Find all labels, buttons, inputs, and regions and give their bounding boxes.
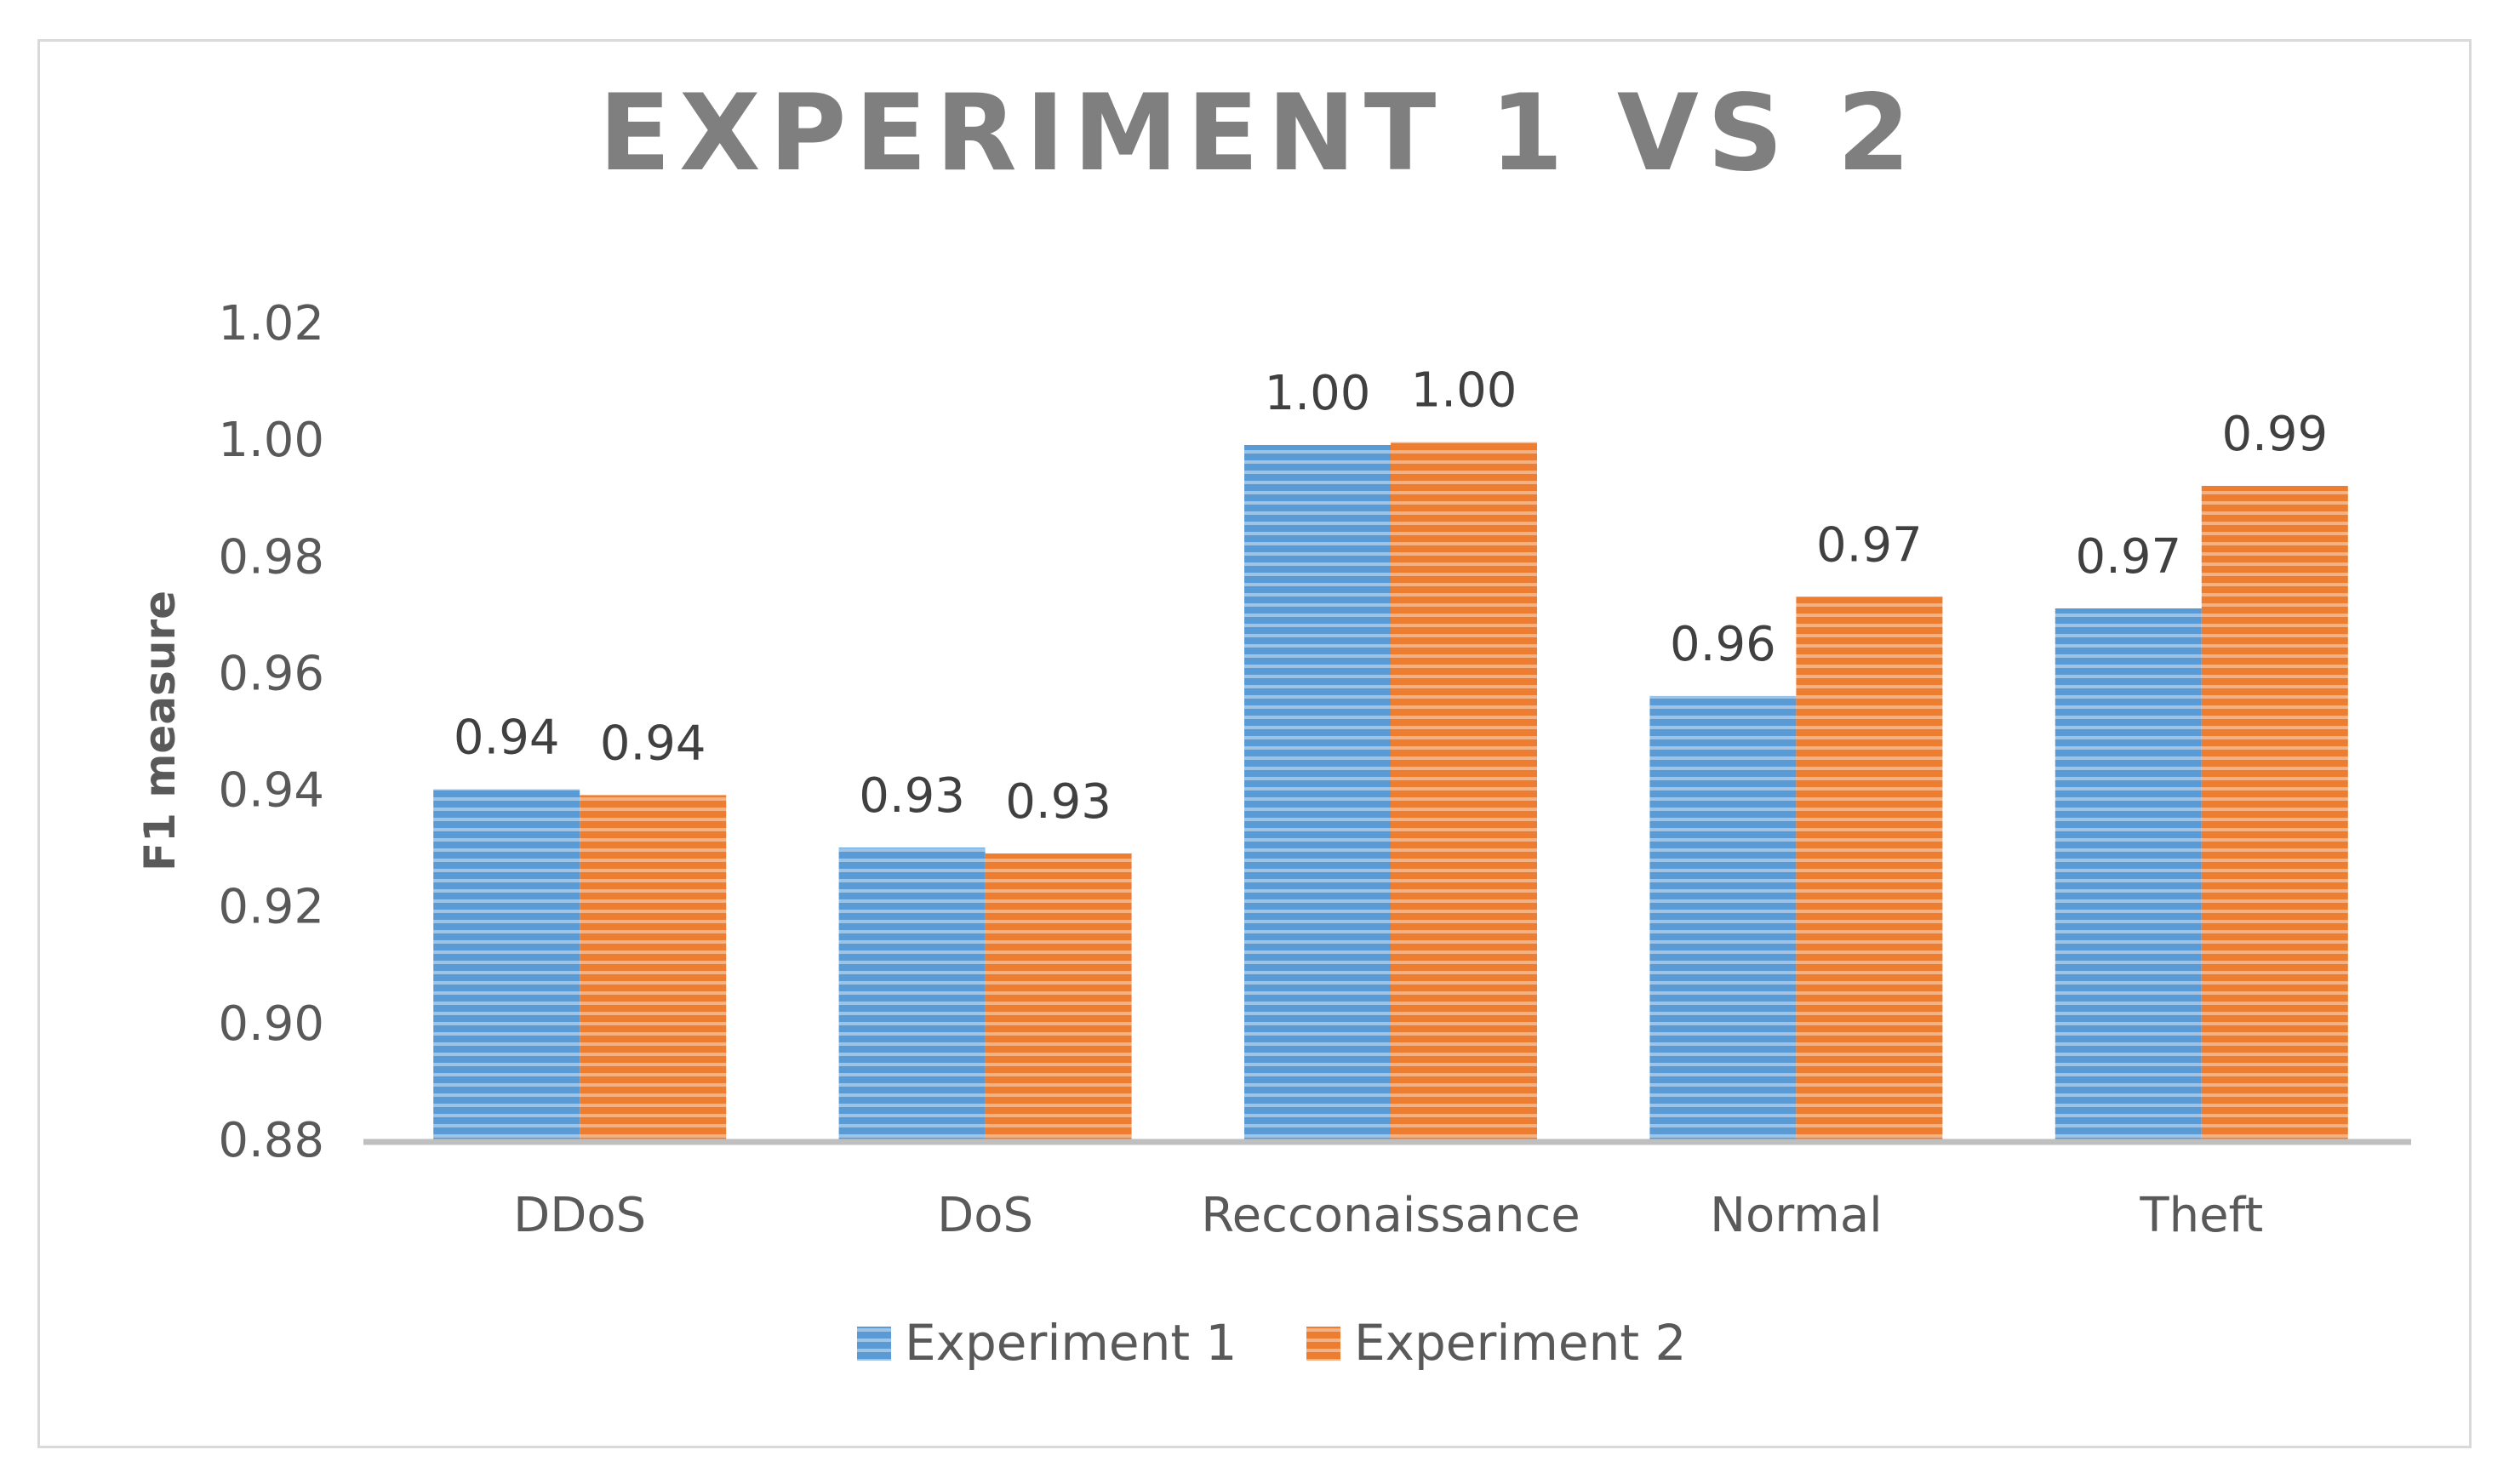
legend: Experiment 1 Experiment 2 — [857, 1314, 1686, 1372]
bar-theft-series-1 — [2055, 608, 2202, 1139]
x-axis: DDoS DoS Recconaissance Normal Theft — [513, 1188, 2263, 1243]
y-tick-label: 0.88 — [218, 1113, 324, 1168]
x-tick-label: Normal — [1710, 1188, 1883, 1243]
legend-label: Experiment 2 — [1354, 1314, 1686, 1372]
bar-theft-series-2 — [2201, 486, 2348, 1139]
y-tick-label: 0.90 — [218, 996, 324, 1052]
bar-dos-series-2 — [985, 853, 1132, 1139]
chart-area: EXPERIMENT 1 VS 2 F1 measure 0.88 0.90 0.9… — [37, 39, 2472, 1448]
y-tick-label: 0.98 — [218, 529, 324, 585]
bar-recconaissance-series-2 — [1391, 442, 1537, 1139]
data-label: 0.97 — [2075, 529, 2181, 585]
y-tick-label: 0.96 — [218, 646, 324, 701]
x-tick-label: Recconaissance — [1201, 1188, 1580, 1243]
y-tick-label: 0.92 — [218, 880, 324, 935]
data-label: 1.00 — [1411, 363, 1517, 419]
x-tick-label: DoS — [937, 1188, 1033, 1243]
data-label: 0.93 — [1005, 774, 1112, 830]
y-axis-title: F1 measure — [135, 591, 185, 871]
x-tick-label: Theft — [2139, 1188, 2263, 1243]
bar-recconaissance-series-1 — [1244, 445, 1391, 1139]
y-axis: 0.88 0.90 0.92 0.94 0.96 0.98 1.00 1.02 — [218, 296, 324, 1168]
data-label: 0.99 — [2221, 407, 2328, 462]
bar-ddos-series-1 — [433, 789, 580, 1139]
plot-bars — [433, 442, 2348, 1139]
x-tick-label: DDoS — [513, 1188, 646, 1243]
bar-chart: EXPERIMENT 1 VS 2 F1 measure 0.88 0.90 0.9… — [135, 72, 2411, 1372]
chart-title: EXPERIMENT 1 VS 2 — [598, 72, 1918, 195]
data-labels: 0.94 0.94 0.93 0.93 1.00 1.00 0.96 0.97 0.97 0.99 — [454, 363, 2328, 830]
bar-normal-series-2 — [1796, 596, 1943, 1139]
y-tick-label: 0.94 — [218, 763, 324, 819]
legend-label: Experiment 1 — [905, 1314, 1237, 1372]
data-label: 1.00 — [1265, 366, 1371, 421]
data-label: 0.97 — [1816, 517, 1923, 573]
y-tick-label: 1.00 — [218, 413, 324, 468]
bar-dos-series-1 — [838, 848, 986, 1139]
data-label: 0.94 — [454, 711, 560, 766]
data-label: 0.94 — [600, 716, 706, 771]
legend-swatch-series-1 — [857, 1327, 891, 1361]
data-label: 0.93 — [859, 768, 965, 824]
bar-ddos-series-2 — [580, 795, 727, 1139]
data-label: 0.96 — [1670, 617, 1776, 672]
bar-normal-series-1 — [1649, 695, 1797, 1139]
legend-swatch-series-2 — [1306, 1327, 1340, 1361]
y-tick-label: 1.02 — [218, 296, 324, 351]
